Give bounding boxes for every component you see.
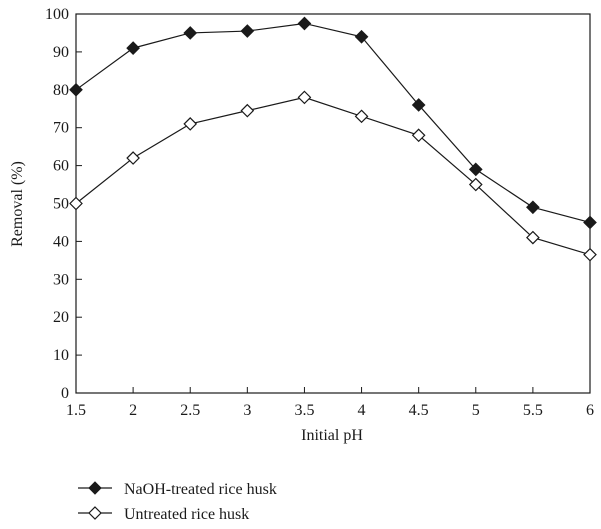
x-tick-label: 3.5 <box>294 402 314 419</box>
x-tick-label: 6 <box>586 402 594 419</box>
y-tick-label: 40 <box>53 233 69 250</box>
data-point-naoh <box>298 17 310 29</box>
data-point-untreated <box>70 198 82 210</box>
y-tick-label: 60 <box>53 158 69 175</box>
y-tick-label: 30 <box>53 271 69 288</box>
series-line-naoh <box>76 23 590 222</box>
legend-marker-untreated <box>89 507 101 519</box>
data-point-untreated <box>241 105 253 117</box>
x-axis: 1.5 2 2.5 3 3.5 4 4.5 5 5.5 6 <box>66 387 594 419</box>
y-tick-label: 20 <box>53 309 69 326</box>
y-tick-label: 70 <box>53 120 69 137</box>
x-tick-label: 2 <box>129 402 137 419</box>
y-tick-label: 90 <box>53 44 69 61</box>
data-point-untreated <box>298 91 310 103</box>
y-tick-label: 10 <box>53 347 69 364</box>
y-axis-label: Removal (%) <box>9 161 26 247</box>
data-point-naoh <box>527 201 539 213</box>
legend-label-naoh: NaOH-treated rice husk <box>124 481 277 498</box>
data-point-naoh <box>184 27 196 39</box>
x-tick-label: 4 <box>358 402 366 419</box>
legend-item-untreated: Untreated rice husk <box>78 506 249 523</box>
data-point-naoh <box>241 25 253 37</box>
x-tick-label: 1.5 <box>66 402 86 419</box>
x-tick-label: 3 <box>243 402 251 419</box>
data-point-untreated <box>584 249 596 261</box>
x-tick-label: 2.5 <box>180 402 200 419</box>
y-tick-label: 0 <box>61 385 69 402</box>
legend: NaOH-treated rice husk Untreated rice hu… <box>78 481 277 523</box>
data-point-naoh <box>70 84 82 96</box>
x-axis-label: Initial pH <box>301 427 363 444</box>
data-point-naoh <box>584 216 596 228</box>
data-point-naoh <box>127 42 139 54</box>
x-tick-label: 5 <box>472 402 480 419</box>
x-tick-label: 4.5 <box>409 402 429 419</box>
y-tick-label: 80 <box>53 82 69 99</box>
series-line-untreated <box>76 97 590 254</box>
series-group <box>70 17 596 260</box>
data-point-untreated <box>356 110 368 122</box>
plot-area-frame <box>76 14 590 393</box>
legend-label-untreated: Untreated rice husk <box>124 506 249 523</box>
legend-item-naoh: NaOH-treated rice husk <box>78 481 277 498</box>
legend-marker-naoh <box>89 482 101 494</box>
y-tick-label: 50 <box>53 196 69 213</box>
y-tick-label: 100 <box>45 6 69 23</box>
data-point-untreated <box>184 118 196 130</box>
x-tick-label: 5.5 <box>523 402 543 419</box>
data-point-untreated <box>127 152 139 164</box>
